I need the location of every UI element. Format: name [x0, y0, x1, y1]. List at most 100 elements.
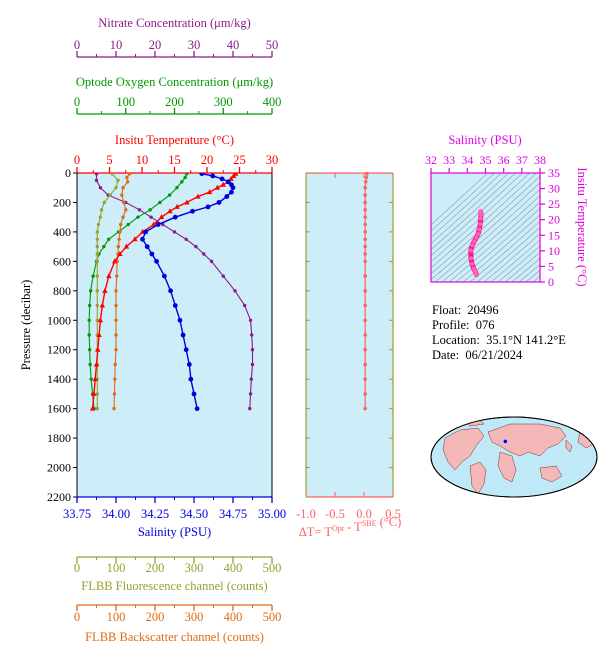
delta-t-point [363, 215, 367, 219]
date-value: 06/21/2024 [465, 348, 523, 362]
temperature-point [167, 208, 173, 214]
oxygen-point [167, 193, 172, 197]
fluorescence-point [95, 406, 99, 411]
oxygen-tick-label: 100 [116, 95, 135, 109]
temperature-point [97, 317, 104, 323]
ts-point [470, 261, 475, 266]
backscatter-point [112, 392, 117, 396]
temperature-tick-label: 10 [136, 153, 149, 167]
ts-point [478, 222, 483, 227]
pressure-axis-label: Pressure (decibar) [19, 280, 33, 371]
temperature-point [112, 258, 118, 264]
temperature-profile-line [91, 173, 237, 409]
fluorescence-point [108, 193, 112, 197]
nitrate-axis-title: Nitrate Concentration (μm/kg) [98, 16, 251, 30]
nitrate-point [243, 303, 247, 308]
delta-t-point [363, 180, 368, 184]
temperature-point [93, 361, 100, 367]
oxygen-point [88, 362, 92, 367]
fluorescence-point [102, 200, 107, 205]
ts-density-contours [431, 173, 540, 282]
ts-density-contour [431, 182, 540, 280]
oxygen-tick-label: 200 [165, 95, 184, 109]
backscatter-point [125, 175, 129, 180]
temperature-point [220, 181, 226, 187]
fluorescence-point [95, 259, 99, 264]
oxygen-tick-label: 300 [214, 95, 233, 109]
pressure-tick-label: 400 [53, 225, 71, 239]
nitrate-point [249, 377, 254, 381]
pressure-tick-label: 1800 [47, 431, 71, 445]
delta-t-point [363, 244, 367, 249]
ts-density-contour [431, 173, 537, 269]
oxygen-point [87, 333, 91, 337]
pressure-tick-label: 200 [53, 195, 71, 209]
date-row: Date: 06/21/2024 [432, 348, 566, 363]
nitrate-tick-label: 10 [110, 38, 123, 52]
float-label: Float: [432, 303, 462, 317]
salinity-tick-label: 34.25 [141, 507, 169, 521]
ts-salinity-tick-label: 33 [443, 153, 455, 167]
ts-temperature-tick-label: 25 [548, 197, 560, 211]
nitrate-tick-label: 40 [227, 38, 240, 52]
fluorescence-tick-label: 0 [74, 561, 80, 575]
salinity-tick-label: 34.75 [219, 507, 247, 521]
fluorescence-point [96, 222, 101, 227]
oxygen-point [180, 180, 184, 184]
oxygen-tick-label: 0 [74, 95, 80, 109]
oxygen-point [148, 208, 152, 212]
oxygen-point [183, 175, 187, 180]
salinity-point [154, 258, 159, 264]
temperature-tick-label: 30 [266, 153, 279, 167]
globe-continent [487, 423, 567, 457]
ts-point [472, 239, 477, 244]
ts-point [476, 232, 481, 237]
salinity-point [219, 176, 225, 182]
nitrate-tick-label: 30 [188, 38, 201, 52]
oxygen-point [136, 215, 140, 219]
salinity-point [177, 317, 183, 323]
pressure-tick-label: 2200 [47, 490, 71, 504]
ts-density-contour [476, 227, 540, 282]
nitrate-point [149, 215, 153, 219]
date-label: Date: [432, 348, 460, 362]
fluorescence-point [110, 173, 114, 176]
nitrate-point [248, 392, 253, 396]
delta-t-point [363, 193, 367, 197]
salinity-point [161, 273, 167, 279]
salinity-point [224, 194, 230, 199]
backscatter-point [121, 215, 125, 219]
salinity-point [172, 303, 178, 308]
ts-density-contour [539, 281, 540, 282]
backscatter-point [114, 348, 118, 352]
temperature-point [95, 346, 101, 352]
oxygen-point [87, 303, 92, 308]
oxygen-point [87, 348, 92, 352]
delta-t-tick-label: 0.0 [356, 507, 372, 521]
ts-density-contour [434, 188, 540, 282]
nitrate-tick-label: 20 [149, 38, 162, 52]
salinity-tick-label: 34.50 [180, 507, 208, 521]
delta-t-point [363, 208, 367, 212]
salinity-axis-title: Salinity (PSU) [138, 525, 211, 539]
ts-density-contour [504, 251, 540, 282]
ts-density-contour [431, 173, 502, 238]
pressure-tick-label: 1200 [47, 343, 71, 357]
float-info-block: Float: 20496 Profile: 076 Location: 35.1… [432, 303, 566, 363]
ts-density-contour [483, 233, 540, 282]
salinity-point [205, 204, 211, 210]
fluorescence-tick-label: 400 [224, 561, 243, 575]
fluorescence-point [95, 230, 99, 234]
salinity-point [210, 173, 216, 179]
ts-density-contour [497, 245, 540, 282]
nitrate-point [250, 348, 255, 352]
backscatter-point [113, 377, 117, 381]
float-id-row: Float: 20496 [432, 303, 566, 318]
fluorescence-point [99, 208, 104, 212]
backscatter-point [121, 186, 125, 190]
backscatter-tick-label: 100 [107, 610, 126, 624]
temperature-point [92, 376, 98, 382]
ts-temperature-tick-label: 35 [548, 166, 560, 180]
temperature-point [96, 332, 102, 337]
